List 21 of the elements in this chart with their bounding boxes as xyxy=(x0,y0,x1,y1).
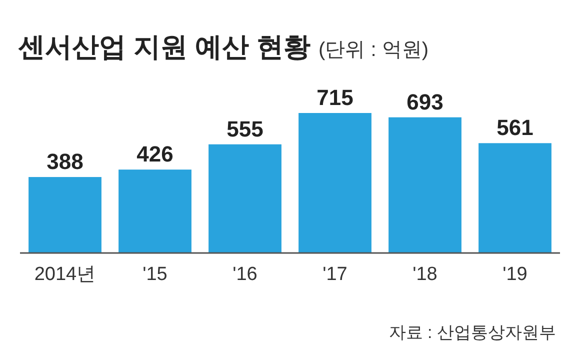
data-label: 426 xyxy=(136,142,174,167)
chart-title: 센서산업 지원 예산 현황 xyxy=(18,32,311,62)
x-tick-label: '18 xyxy=(412,264,438,285)
x-tick-label: '16 xyxy=(232,264,258,285)
data-label: 555 xyxy=(226,116,264,142)
data-label: 561 xyxy=(496,115,534,140)
x-tick-label: 2014년 xyxy=(34,264,96,285)
bar xyxy=(298,113,372,253)
bar xyxy=(388,117,462,253)
x-tick-label: '15 xyxy=(142,264,168,285)
text: 자료 : 산업통상자원부 xyxy=(388,323,556,342)
data-label: 715 xyxy=(316,85,354,110)
data-label: 693 xyxy=(406,89,444,114)
bar xyxy=(478,143,552,253)
bar xyxy=(28,177,102,253)
x-tick-label: '19 xyxy=(502,264,528,285)
data-label: 388 xyxy=(46,149,84,174)
bar xyxy=(208,144,282,253)
bar xyxy=(118,170,192,253)
x-tick-label: '17 xyxy=(322,264,348,285)
chart-subtitle: (단위 : 억원) xyxy=(318,39,429,61)
